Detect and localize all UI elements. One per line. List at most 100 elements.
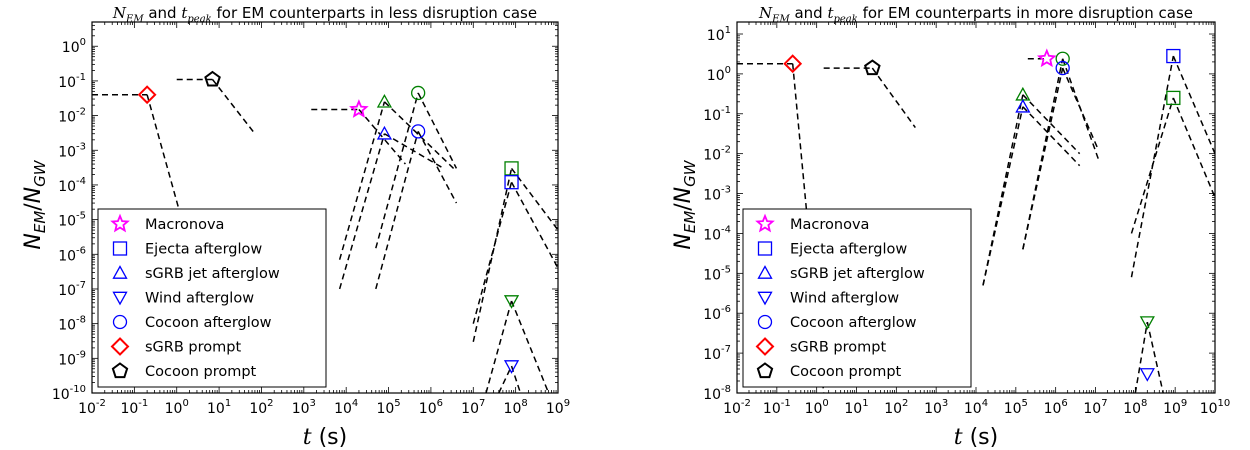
data-point-triangle-down bbox=[1139, 368, 1155, 382]
legend-marker-diamond bbox=[755, 337, 775, 356]
legend-label: Cocoon afterglow bbox=[790, 315, 917, 331]
x-axis-label: t (s) bbox=[303, 425, 347, 450]
y-tick-label: 10-8 bbox=[703, 384, 731, 403]
y-tick-label: 10-4 bbox=[58, 176, 86, 195]
plot-frame bbox=[91, 21, 559, 394]
x-tick-label: 102 bbox=[249, 398, 273, 417]
x-tick-label: 100 bbox=[805, 398, 829, 417]
dashed-line bbox=[375, 92, 419, 249]
chart-title: NEM and tpeak for EM counterparts in mor… bbox=[758, 4, 1193, 25]
data-point-pentagon bbox=[864, 59, 881, 76]
legend-label: sGRB prompt bbox=[790, 340, 886, 356]
legend-marker-triangle-up bbox=[757, 265, 773, 279]
x-tick-label: 104 bbox=[964, 398, 988, 417]
y-tick-label: 10-1 bbox=[703, 105, 731, 124]
dashed-line bbox=[211, 79, 256, 135]
y-tick-label: 10-3 bbox=[58, 141, 86, 160]
right-panel: NEM and tpeak for EM counterparts in mor… bbox=[671, 4, 1230, 450]
data-point-pentagon bbox=[204, 70, 221, 87]
data-point-diamond bbox=[783, 54, 803, 74]
x-tick-label: 107 bbox=[461, 398, 485, 417]
legend: Macronova Ejecta afterglow sGRB jet afterg… bbox=[97, 208, 327, 388]
dashed-line bbox=[384, 133, 445, 170]
data-point-star bbox=[1036, 48, 1057, 68]
y-tick-label: 10-2 bbox=[58, 107, 86, 126]
dashed-line bbox=[417, 131, 458, 204]
legend-marker-star bbox=[755, 213, 775, 233]
y-tick-label: 10-4 bbox=[703, 224, 731, 243]
y-tick-label: 10-3 bbox=[703, 185, 731, 204]
x-tick-label: 1010 bbox=[1200, 398, 1231, 417]
data-point-circle bbox=[1055, 51, 1070, 66]
dashed-line bbox=[358, 108, 406, 165]
legend-label: Wind afterglow bbox=[145, 291, 254, 307]
y-tick-label: 10-6 bbox=[703, 304, 731, 323]
dashed-line bbox=[1172, 97, 1215, 198]
dashed-line bbox=[498, 365, 513, 393]
legend-marker-square bbox=[112, 241, 128, 256]
dashed-line bbox=[510, 300, 550, 393]
legend-label: Ejecta afterglow bbox=[145, 242, 262, 258]
legend-label: Cocoon prompt bbox=[790, 364, 902, 380]
legend-label: Wind afterglow bbox=[790, 291, 899, 307]
y-axis-label: NEM/NGW bbox=[21, 159, 49, 249]
legend: Macronova Ejecta afterglow sGRB jet afterg… bbox=[742, 208, 972, 388]
legend-marker-pentagon bbox=[111, 362, 129, 379]
data-point-circle bbox=[411, 85, 426, 101]
data-point-triangle-up bbox=[376, 125, 393, 140]
x-tick-label: 107 bbox=[1083, 398, 1107, 417]
y-tick-label: 100 bbox=[62, 37, 86, 56]
legend-marker-triangle-down bbox=[112, 291, 128, 306]
y-tick-label: 10-5 bbox=[703, 264, 731, 283]
data-point-triangle-up bbox=[1015, 98, 1031, 113]
y-tick-label: 100 bbox=[707, 65, 731, 84]
legend-marker-pentagon bbox=[756, 362, 774, 379]
data-point-square bbox=[504, 161, 519, 176]
dashed-line bbox=[1022, 106, 1081, 167]
data-point-square bbox=[1166, 90, 1181, 106]
y-tick-label: 10-7 bbox=[58, 280, 86, 299]
dashed-line bbox=[375, 131, 419, 290]
dashed-line bbox=[1134, 321, 1149, 393]
y-tick-label: 10-5 bbox=[58, 211, 86, 230]
x-tick-label: 109 bbox=[1163, 398, 1187, 417]
y-axis-label: NEM/NGW bbox=[671, 159, 699, 249]
x-tick-label: 105 bbox=[1004, 398, 1028, 417]
x-tick-label: 101 bbox=[207, 398, 231, 417]
legend-marker-diamond bbox=[110, 337, 130, 356]
legend-label: Cocoon prompt bbox=[145, 364, 257, 380]
legend-label: Macronova bbox=[790, 217, 869, 233]
x-tick-label: 106 bbox=[419, 398, 443, 417]
dashed-line bbox=[1022, 58, 1064, 250]
x-tick-label: 108 bbox=[504, 398, 528, 417]
y-tick-label: 101 bbox=[707, 25, 731, 44]
dashed-line bbox=[1172, 55, 1215, 154]
dashed-lines bbox=[92, 78, 558, 393]
legend-label: sGRB prompt bbox=[145, 340, 241, 356]
y-tick-label: 10-9 bbox=[58, 349, 86, 368]
data-point-triangle-down bbox=[503, 295, 520, 309]
x-tick-label: 10-2 bbox=[723, 398, 751, 417]
data-points bbox=[783, 48, 1181, 382]
data-points bbox=[137, 70, 520, 374]
data-point-triangle-down bbox=[503, 360, 520, 374]
dashed-line bbox=[1130, 97, 1175, 234]
legend-marker-square bbox=[757, 241, 773, 256]
x-tick-label: 106 bbox=[1044, 398, 1068, 417]
x-tick-label: 109 bbox=[546, 398, 570, 417]
dashed-line bbox=[982, 106, 1024, 286]
legend-label: sGRB jet afterglow bbox=[145, 266, 280, 282]
y-tick-label: 10-1 bbox=[58, 72, 86, 91]
plot-area: 10-2 10-1 100 101 102 103 104 105 106 107 108 109 10… bbox=[52, 21, 570, 417]
plot-frame bbox=[736, 21, 1216, 394]
dashed-line bbox=[510, 167, 558, 231]
legend-label: sGRB jet afterglow bbox=[790, 266, 925, 282]
dashed-line bbox=[383, 101, 457, 172]
dashed-line bbox=[417, 92, 458, 169]
dashed-line bbox=[338, 101, 386, 260]
dashed-line bbox=[982, 94, 1024, 286]
left-panel: NEM and tpeak for EM counterparts in les… bbox=[21, 4, 570, 450]
legend-marker-triangle-down bbox=[757, 291, 773, 306]
x-tick-label: 100 bbox=[165, 398, 189, 417]
